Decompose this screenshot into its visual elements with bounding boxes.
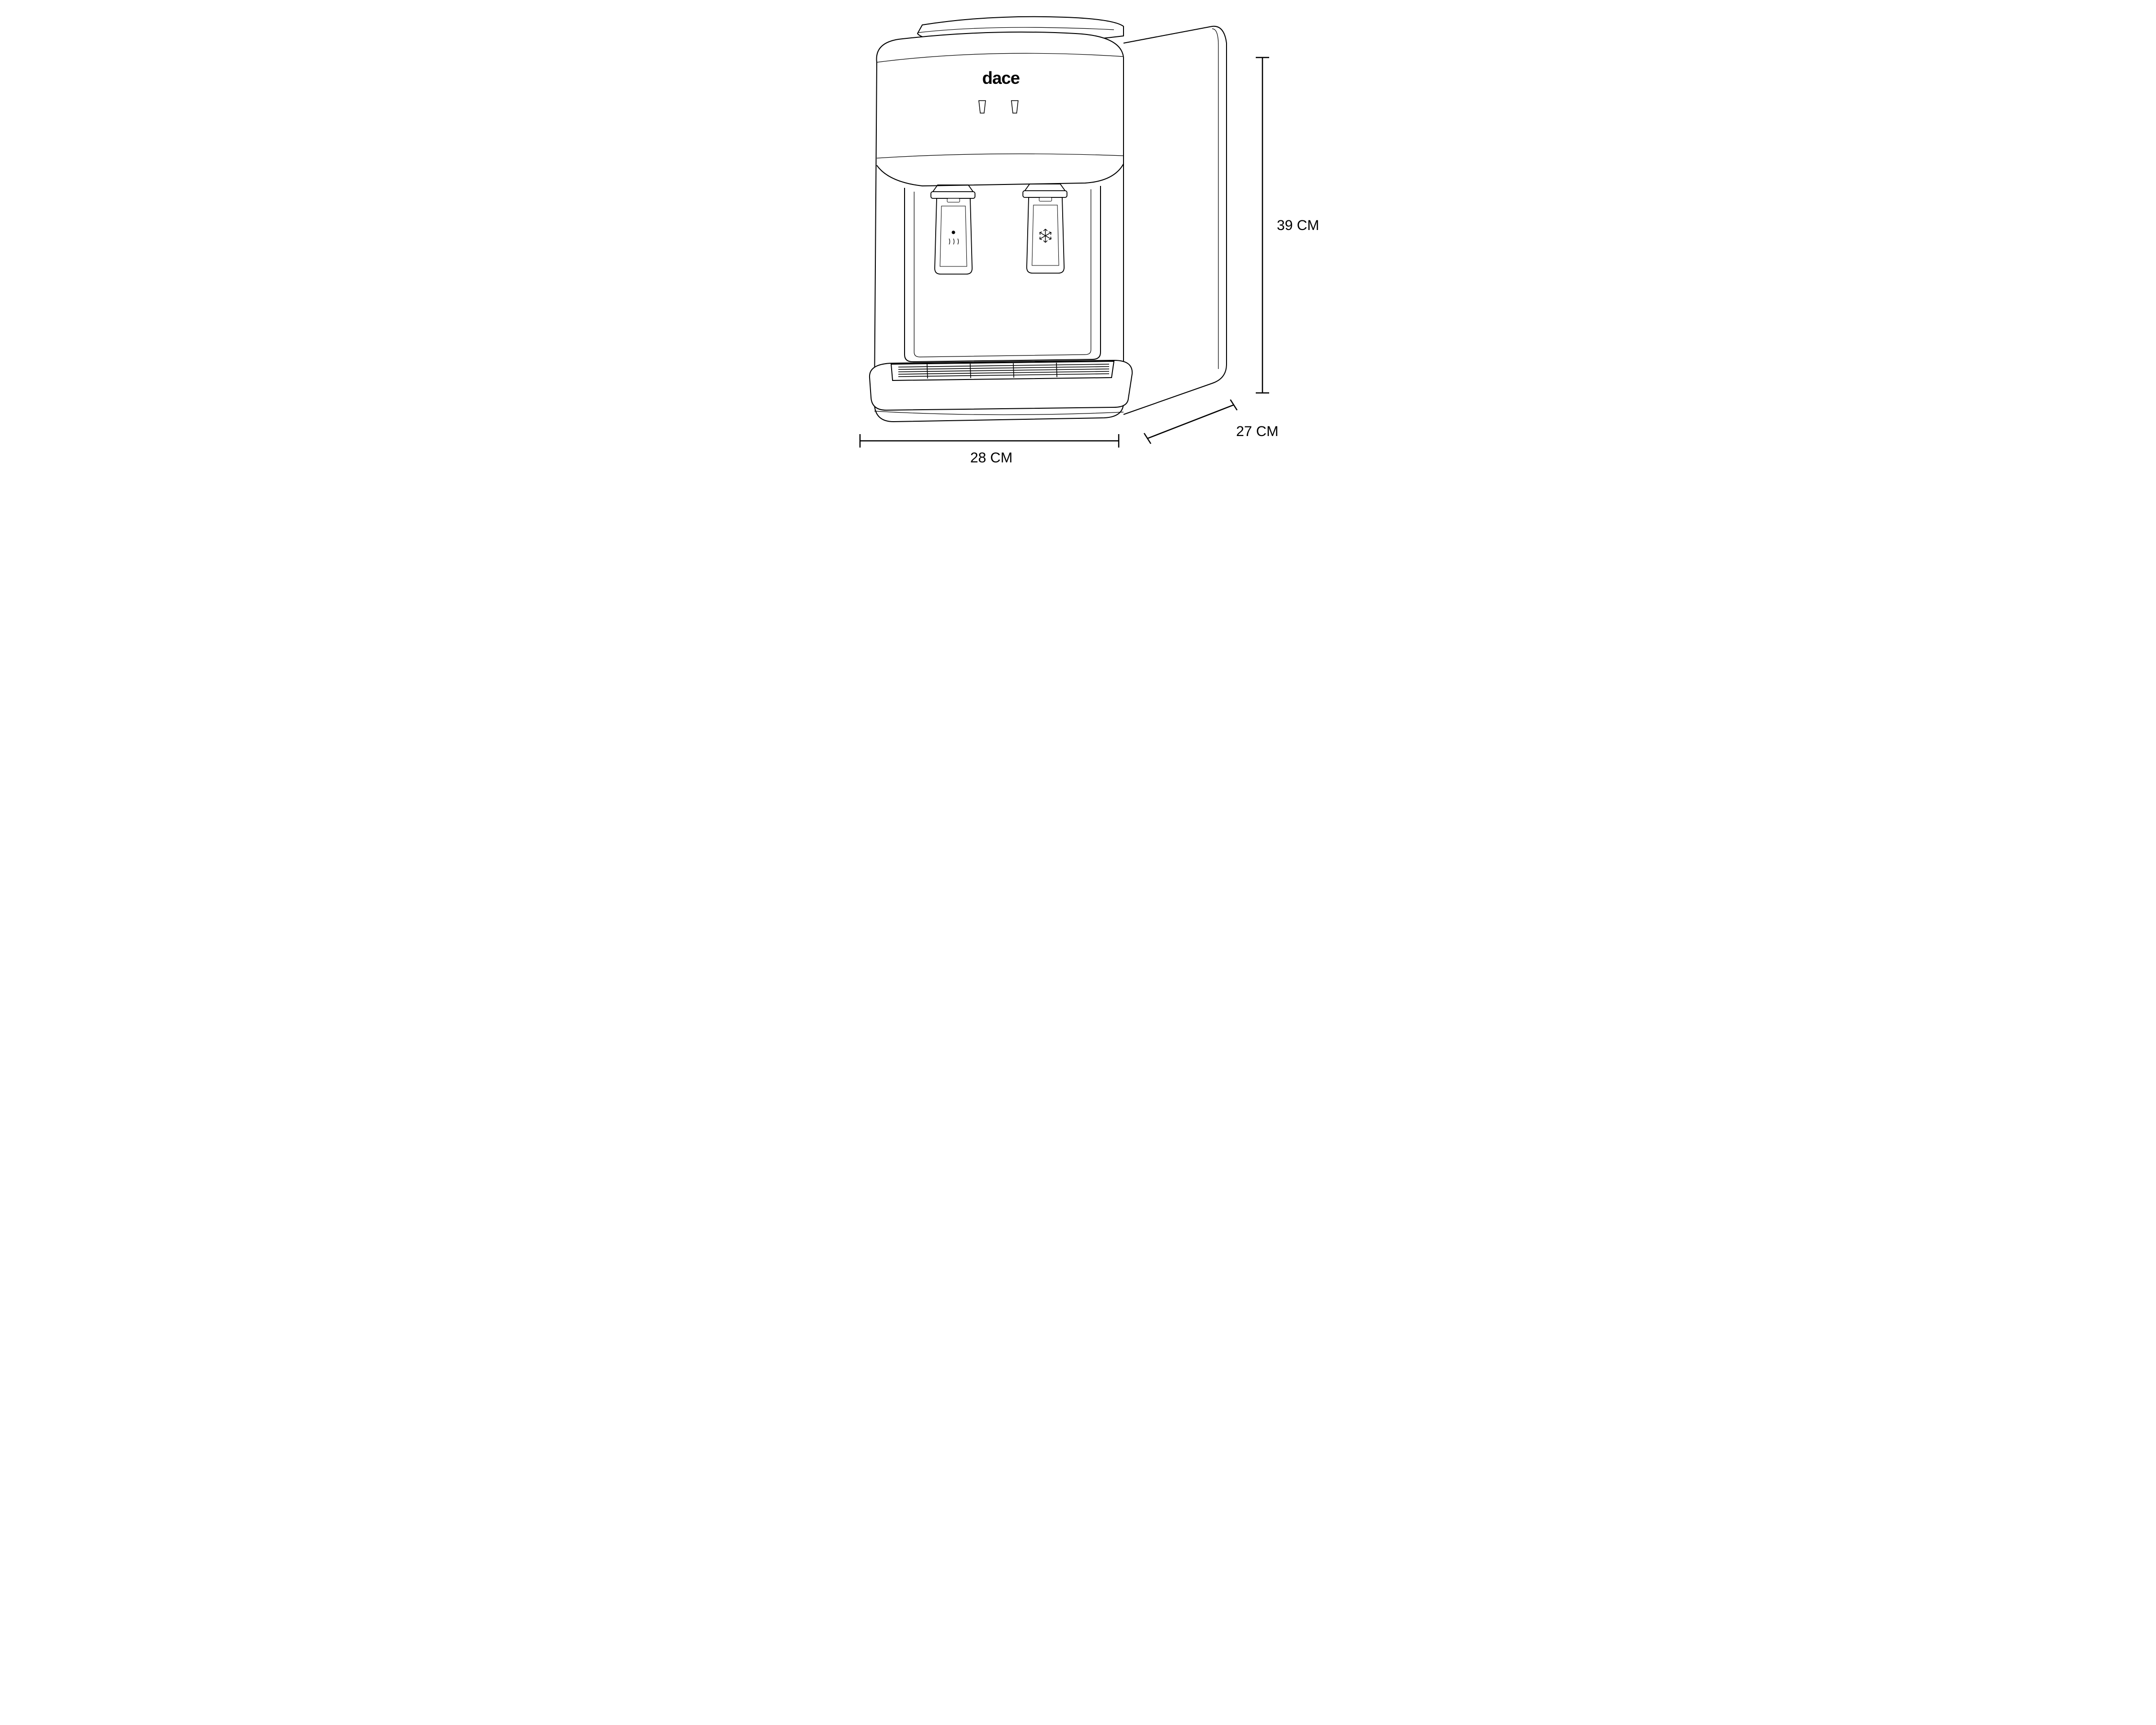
drip-tray [870, 360, 1132, 410]
tap-cold [1023, 184, 1067, 273]
diagram-stage: dace [779, 0, 1377, 479]
dim-height-label: 39 CM [1277, 218, 1319, 233]
dim-width [860, 434, 1119, 448]
dim-depth [1144, 400, 1237, 444]
dispenser-side-panel [1124, 26, 1227, 414]
dim-depth-label: 27 CM [1236, 424, 1278, 439]
dim-width-label: 28 CM [970, 450, 1012, 466]
dim-height [1256, 58, 1269, 393]
dispenser-dimension-diagram: dace [779, 0, 1377, 479]
brand-logo-text: dace [982, 68, 1020, 88]
tap-hot [931, 185, 975, 274]
